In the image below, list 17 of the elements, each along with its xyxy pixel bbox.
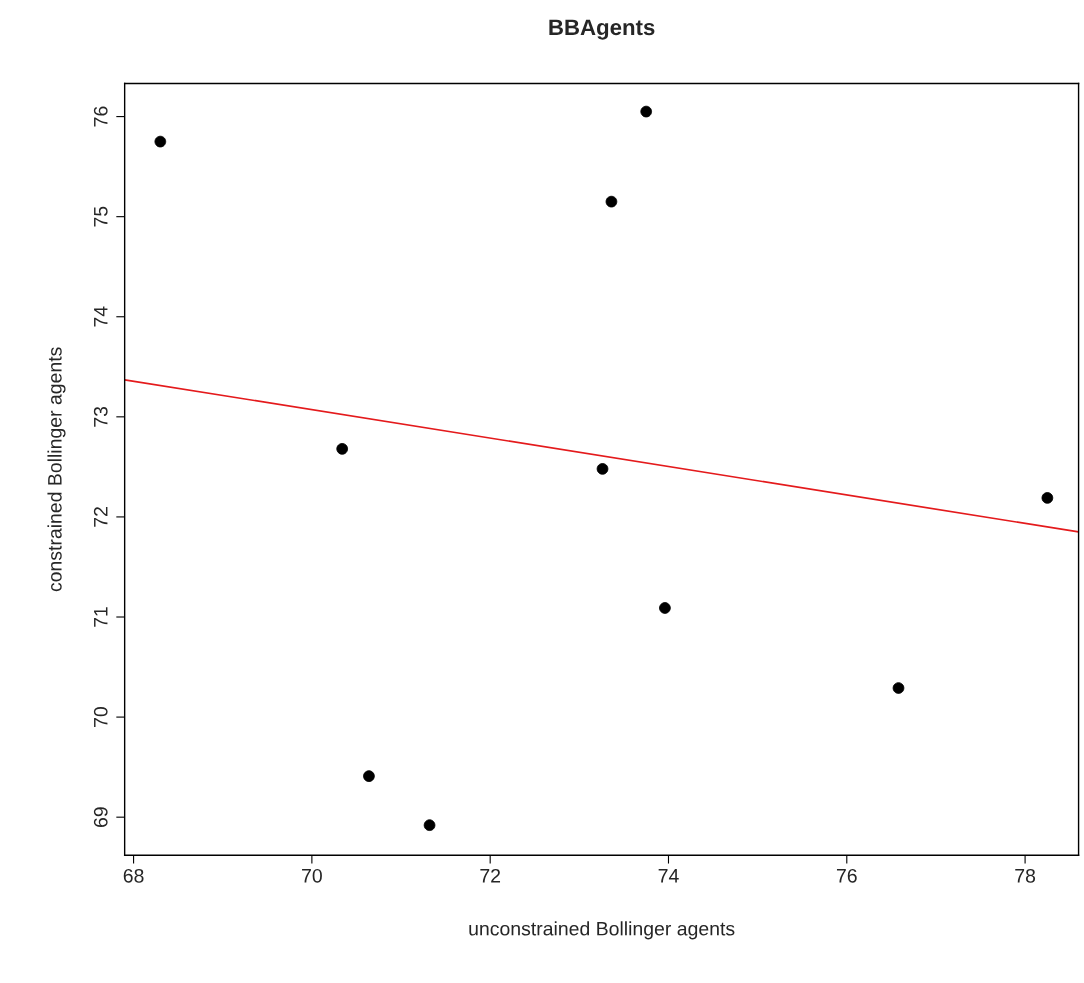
y-tick-label: 72 <box>93 507 108 527</box>
y-tick-label: 74 <box>94 306 108 327</box>
chart-title: BBAgents <box>549 19 655 40</box>
x-tick-label: 70 <box>302 868 322 883</box>
y-tick-label: 76 <box>93 106 108 127</box>
x-axis-title: unconstrained Bollinger agents <box>469 921 735 940</box>
x-tick-label: 78 <box>1015 868 1036 883</box>
x-tick-label: 74 <box>658 869 679 883</box>
x-tick-label: 76 <box>836 868 857 883</box>
y-tick-label: 73 <box>93 406 108 427</box>
y-axis-title: constrained Bollinger agents <box>47 347 66 592</box>
y-tick-label: 69 <box>93 807 108 827</box>
x-tick-label: 68 <box>123 868 144 883</box>
y-tick-label: 75 <box>94 206 108 227</box>
x-tick-label: 72 <box>480 868 501 883</box>
y-tick-label: 70 <box>93 707 108 727</box>
y-tick-label: 71 <box>94 607 108 627</box>
